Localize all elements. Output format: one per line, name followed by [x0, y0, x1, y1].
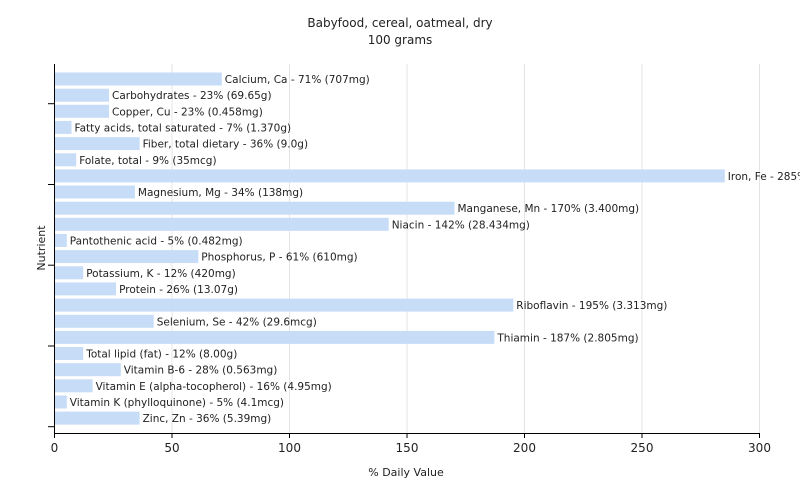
bar-label: Selenium, Se - 42% (29.6mcg) — [157, 316, 317, 328]
tick-labels: 0 50 100 150 200 250 300 — [51, 441, 771, 455]
bar — [55, 104, 109, 118]
bar — [55, 153, 77, 167]
bar — [55, 88, 109, 102]
bar-label: Copper, Cu - 23% (0.458mg) — [112, 106, 263, 118]
bar — [55, 185, 135, 199]
bar — [55, 217, 389, 231]
grid-lines — [171, 64, 760, 433]
bar — [55, 266, 84, 280]
x-tick-label: 0 — [51, 441, 59, 455]
bar — [55, 363, 121, 377]
x-tick-label: 100 — [278, 441, 301, 455]
bar-label: Vitamin B-6 - 28% (0.563mg) — [124, 365, 278, 377]
bar-label: Folate, total - 9% (35mcg) — [79, 155, 216, 167]
bar-label: Vitamin E (alpha-tocopherol) - 16% (4.95… — [96, 381, 332, 393]
bar-label: Manganese, Mn - 170% (3.400mg) — [458, 203, 640, 215]
y-axis-label: Nutrient — [35, 225, 48, 271]
bar — [55, 395, 67, 409]
bar-label: Potassium, K - 12% (420mg) — [86, 268, 236, 280]
bar-label: Fiber, total dietary - 36% (9.0g) — [143, 139, 308, 151]
bar-label: Zinc, Zn - 36% (5.39mg) — [143, 413, 272, 425]
x-tick-label: 50 — [164, 441, 179, 455]
bar — [55, 250, 199, 264]
bars: Calcium, Ca - 71% (707mg) Carbohydrates -… — [55, 72, 800, 425]
bar-label: Riboflavin - 195% (3.313mg) — [516, 300, 667, 312]
bar — [55, 72, 222, 86]
bar — [55, 298, 514, 312]
x-tick-label: 300 — [748, 441, 771, 455]
x-tick-label: 200 — [513, 441, 536, 455]
bar — [55, 411, 140, 425]
bar-label: Iron, Fe - 285% (51.25mg) — [728, 171, 800, 183]
bar-label: Niacin - 142% (28.434mg) — [392, 219, 530, 231]
bar-label: Calcium, Ca - 71% (707mg) — [225, 74, 370, 86]
chart-title: Babyfood, cereal, oatmeal, dry — [307, 16, 492, 30]
bar — [55, 379, 93, 393]
bar — [55, 347, 84, 360]
bar-label: Total lipid (fat) - 12% (8.00g) — [85, 349, 237, 361]
x-axis-label: % Daily Value — [368, 466, 444, 479]
bar-label: Carbohydrates - 23% (69.65g) — [112, 90, 272, 102]
bar-label: Vitamin K (phylloquinone) - 5% (4.1mcg) — [70, 397, 284, 409]
bar — [55, 120, 72, 134]
bar-label: Thiamin - 187% (2.805mg) — [496, 332, 638, 344]
x-tick-label: 150 — [396, 441, 419, 455]
bar — [55, 234, 67, 247]
bar-label: Pantothenic acid - 5% (0.482mg) — [70, 236, 243, 248]
bar — [55, 137, 140, 151]
bar-label: Fatty acids, total saturated - 7% (1.370… — [75, 122, 292, 134]
bar — [55, 330, 495, 344]
x-tick-label: 250 — [631, 441, 654, 455]
bar — [55, 314, 154, 328]
bar — [55, 282, 117, 296]
chart-subtitle: 100 grams — [368, 33, 433, 47]
bar-label: Phosphorus, P - 61% (610mg) — [201, 252, 357, 264]
bar — [55, 201, 455, 215]
bar — [55, 169, 725, 183]
bar-label: Protein - 26% (13.07g) — [119, 284, 238, 296]
bar-label: Magnesium, Mg - 34% (138mg) — [138, 187, 303, 199]
axes — [48, 64, 760, 438]
